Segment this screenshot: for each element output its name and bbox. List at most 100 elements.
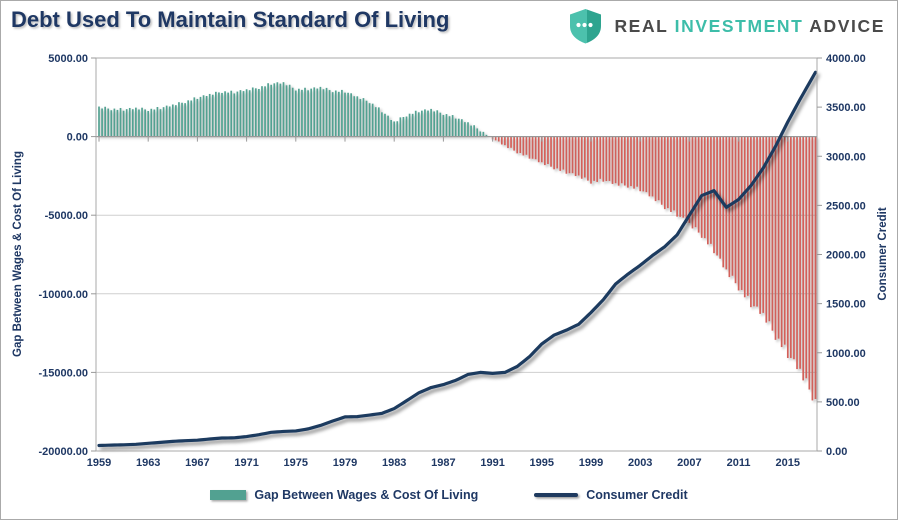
gap-bar bbox=[694, 136, 697, 228]
gap-bar bbox=[464, 122, 466, 137]
left-axis-title: Gap Between Wages & Cost Of Living bbox=[12, 151, 24, 357]
gap-bar bbox=[110, 110, 113, 137]
gap-bar bbox=[697, 136, 700, 233]
gap-bar bbox=[777, 136, 780, 339]
gap-bar bbox=[580, 136, 583, 179]
gap-bar bbox=[156, 107, 159, 137]
gap-bar bbox=[587, 136, 589, 181]
gap-bar bbox=[150, 108, 153, 137]
gap-bar bbox=[528, 136, 531, 159]
gap-bar bbox=[636, 136, 638, 187]
gap-bar bbox=[417, 112, 420, 137]
gap-bar bbox=[642, 136, 645, 192]
gap-bar bbox=[427, 110, 429, 137]
gap-bar bbox=[482, 131, 485, 137]
gap-bar bbox=[316, 88, 319, 137]
gap-bar bbox=[230, 90, 233, 137]
gap-bar bbox=[221, 92, 223, 137]
gap-bar bbox=[703, 136, 706, 239]
gap-bar bbox=[691, 136, 694, 229]
gap-bar bbox=[445, 114, 448, 137]
legend-item-credit: Consumer Credit bbox=[534, 488, 688, 502]
gap-bar bbox=[657, 136, 660, 201]
gap-bar bbox=[196, 98, 199, 137]
gap-bar bbox=[725, 136, 728, 270]
gap-bar bbox=[510, 136, 512, 148]
gap-bar bbox=[193, 97, 196, 137]
gap-bar bbox=[811, 136, 814, 401]
gap-bar bbox=[248, 90, 251, 137]
gap-bar bbox=[620, 136, 623, 184]
gap-bar bbox=[307, 90, 309, 137]
right-axis-tick-label: 1500.00 bbox=[826, 299, 866, 311]
gap-bar bbox=[353, 96, 356, 137]
gap-bar bbox=[525, 136, 528, 155]
left-axis-tick-label: -20000.00 bbox=[38, 446, 88, 458]
gap-bar bbox=[553, 136, 555, 170]
gap-bar bbox=[294, 90, 297, 137]
gap-bar bbox=[740, 136, 743, 290]
x-axis-tick-label: 1999 bbox=[579, 457, 603, 469]
gap-bar bbox=[258, 89, 260, 137]
left-axis-tick-label: -15000.00 bbox=[38, 367, 88, 379]
left-axis-tick-label: 5000.00 bbox=[48, 53, 88, 65]
right-axis-title: Consumer Credit bbox=[877, 207, 889, 301]
gap-bar bbox=[756, 136, 758, 307]
right-axis-tick-label: 0.00 bbox=[826, 446, 847, 458]
gap-bar bbox=[783, 136, 786, 345]
gap-bar bbox=[627, 136, 629, 188]
gap-bar bbox=[138, 109, 140, 137]
gap-bar bbox=[399, 117, 402, 137]
brand-logo: REAL INVESTMENT ADVICE bbox=[567, 8, 885, 44]
gap-bars-series bbox=[98, 82, 817, 401]
gap-bar bbox=[276, 82, 279, 137]
gap-bar bbox=[347, 92, 349, 137]
gap-bar bbox=[393, 121, 396, 137]
gap-bar bbox=[750, 136, 752, 308]
x-axis-tick-label: 2015 bbox=[776, 457, 800, 469]
legend-swatch-credit-line bbox=[534, 493, 579, 497]
gap-bar bbox=[547, 136, 549, 164]
gap-bar bbox=[218, 92, 220, 137]
gap-bar bbox=[128, 107, 131, 137]
gap-bar bbox=[605, 136, 608, 182]
gap-bar bbox=[190, 100, 193, 137]
gap-bar bbox=[639, 136, 642, 192]
gap-bar bbox=[802, 136, 805, 381]
gap-bar bbox=[611, 136, 614, 184]
gap-bar bbox=[202, 95, 205, 137]
gap-bar bbox=[454, 118, 457, 137]
gap-bar bbox=[439, 112, 442, 137]
gap-bar bbox=[350, 93, 352, 137]
gap-bar bbox=[737, 136, 740, 291]
gap-bar bbox=[494, 136, 497, 141]
gap-bar bbox=[759, 136, 761, 314]
gap-bar bbox=[433, 111, 436, 137]
gap-bar bbox=[153, 109, 156, 137]
gap-bar bbox=[208, 93, 211, 137]
gap-bar bbox=[131, 109, 134, 137]
gap-bar bbox=[504, 136, 506, 146]
legend-swatch-gap-bars bbox=[210, 490, 247, 500]
x-axis-tick-label: 1975 bbox=[284, 457, 308, 469]
gap-bar bbox=[584, 136, 586, 178]
gap-bar bbox=[814, 136, 817, 400]
gap-bar bbox=[602, 136, 605, 182]
brand-name: REAL INVESTMENT ADVICE bbox=[614, 16, 885, 37]
gap-bar bbox=[310, 88, 313, 137]
gap-bar bbox=[685, 136, 688, 223]
gap-bar bbox=[264, 86, 266, 137]
gap-bar bbox=[479, 131, 482, 137]
gap-bar bbox=[568, 136, 571, 174]
gap-bar bbox=[596, 136, 598, 182]
x-axis-tick-label: 1963 bbox=[136, 457, 160, 469]
logo-text-real: REAL bbox=[614, 15, 669, 36]
gap-bar bbox=[500, 136, 503, 145]
gap-bar bbox=[402, 117, 405, 137]
gap-bar bbox=[227, 92, 229, 137]
gap-bar bbox=[414, 110, 417, 137]
gap-bar bbox=[442, 114, 445, 137]
gap-bar bbox=[790, 136, 792, 358]
gap-bar bbox=[187, 100, 190, 137]
